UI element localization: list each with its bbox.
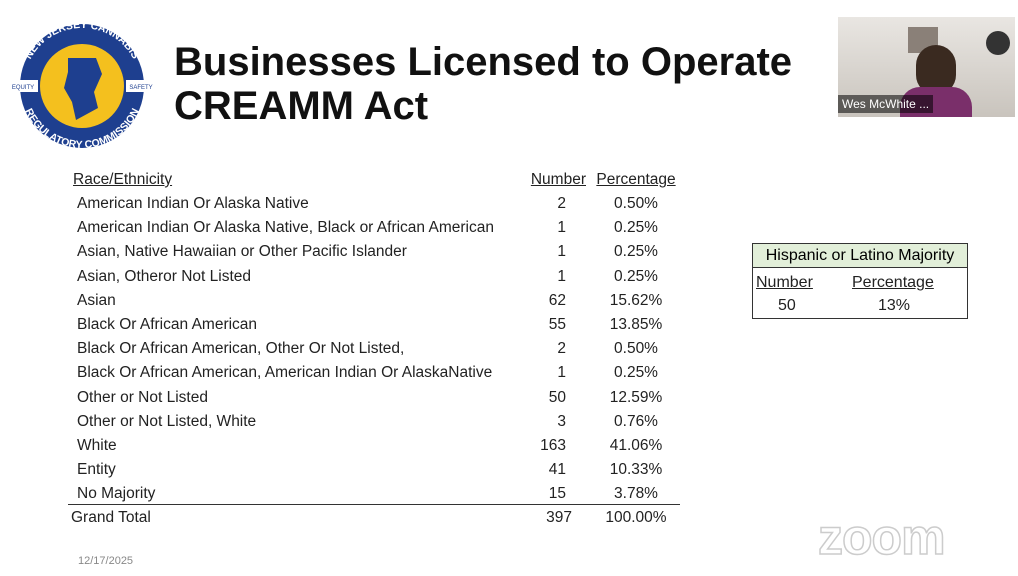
table-cell: 2 (557, 340, 566, 358)
table-cell: American Indian Or Alaska Native (77, 195, 309, 212)
video-tile: Wes McWhite ... (838, 17, 1015, 117)
table-cell: 0.50% (614, 340, 658, 358)
title: CREAMM Act (174, 84, 429, 128)
table-cell: 1 (557, 219, 566, 237)
table-cell: 3.78% (614, 485, 658, 503)
wall-clock (986, 31, 1010, 55)
table-cell: 41.06% (609, 437, 663, 454)
participant (916, 45, 956, 95)
table-cell: 13.85% (609, 316, 663, 333)
logo-text: SAFETY (129, 85, 152, 91)
date: 12/17/2025 (78, 555, 134, 567)
table-cell: 0.25% (614, 219, 658, 237)
table-cell: No Majority (77, 485, 156, 503)
table-cell: Asian (77, 291, 116, 309)
table-cell: 12.59% (609, 388, 663, 406)
table-cell: Asian, Otheror Not Listed (77, 267, 252, 285)
table-cell: 15 (548, 485, 566, 503)
logo-state (64, 58, 102, 120)
table-rule (68, 504, 680, 505)
table-cell: 0.76% (614, 412, 658, 430)
logo-banner (126, 80, 156, 92)
table-cell: Race/Ethnicity (73, 171, 173, 188)
table-cell: Asian, Native Hawaiian or Other Pacific … (77, 243, 407, 261)
watermark: zoom (817, 508, 946, 566)
table-cell: Number (530, 171, 586, 188)
participant-name: Wes McWhite ... (838, 95, 934, 113)
table-cell: 2 (557, 195, 566, 212)
table-cell: Entity (77, 461, 116, 479)
table-cell: Percentage (596, 171, 676, 188)
table-cell: 100.00% (605, 509, 667, 526)
table-cell: 0.25% (614, 267, 658, 285)
side-table: Hispanic or Latino Majority Number Perce… (752, 243, 968, 319)
table-cell: Grand Total (71, 509, 151, 526)
table-cell: 62 (548, 291, 566, 309)
table-cell: 55 (548, 316, 566, 333)
table-cell: 50 (548, 388, 566, 406)
table-cell: 1 (557, 243, 566, 261)
table-cell: 41 (548, 461, 566, 479)
title: Businesses Licensed to Operate (174, 40, 793, 84)
table-cell: 163 (540, 437, 566, 454)
table-cell: 0.25% (614, 243, 658, 261)
table-cell: Other or Not Listed (77, 388, 208, 406)
table-cell: White (77, 437, 117, 454)
logo: NEW JERSEY CANNABIS REGULATORY COMMISSIO… (8, 22, 156, 150)
table-cell: Black Or African American, American Indi… (77, 364, 493, 382)
table-cell: Black Or African American (77, 316, 258, 333)
table-cell: Other or Not Listed, White (77, 412, 257, 430)
side-title: Hispanic or Latino Majority (753, 244, 967, 268)
table-cell: 0.25% (614, 364, 658, 382)
side-cell: 13% (878, 297, 911, 314)
table-cell: 397 (546, 509, 572, 526)
table-cell: American Indian Or Alaska Native, Black … (77, 219, 494, 237)
table-cell: 0.50% (614, 195, 658, 212)
logo-text: EQUITY (12, 85, 34, 91)
side-cell: 50 (778, 297, 796, 314)
logo-banner (8, 80, 38, 92)
table-cell: 1 (557, 267, 566, 285)
table-cell: 1 (557, 364, 566, 382)
side-header: Number (756, 274, 813, 291)
table-cell: 15.62% (609, 291, 663, 309)
table-cell: 10.33% (609, 461, 663, 479)
table-cell: Black Or African American, Other Or Not … (77, 340, 405, 358)
side-header: Percentage (852, 274, 934, 291)
table-cell: 3 (557, 412, 566, 430)
